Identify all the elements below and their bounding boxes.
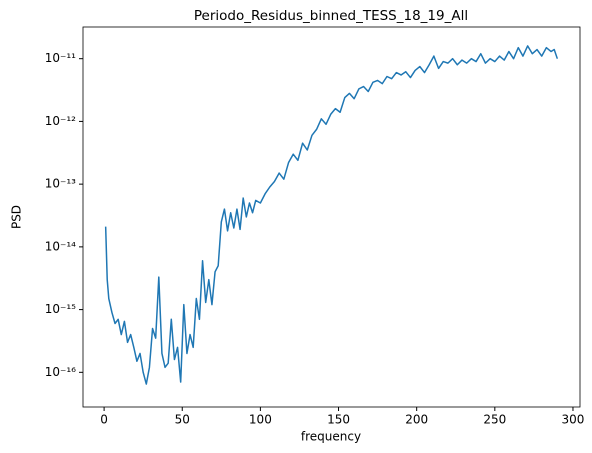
y-tick-label: 10⁻¹¹ [45, 51, 76, 65]
x-tick-label: 100 [249, 413, 272, 427]
x-axis-label: frequency [301, 430, 361, 444]
x-tick-label: 50 [175, 413, 190, 427]
y-axis-label: PSD [10, 205, 24, 229]
data-line [104, 45, 559, 385]
chart-title: Periodo_Residus_binned_TESS_18_19_All [194, 8, 468, 24]
y-tick-label: 10⁻¹⁵ [45, 302, 76, 316]
y-tick-label: 10⁻¹² [45, 114, 76, 128]
plot-frame [82, 26, 581, 408]
x-tick-label: 200 [405, 413, 428, 427]
x-tick-label: 300 [562, 413, 585, 427]
y-tick-label: 10⁻¹⁴ [45, 239, 76, 253]
x-tick-label: 0 [100, 413, 108, 427]
x-tick-label: 150 [327, 413, 350, 427]
y-tick-label: 10⁻¹³ [45, 177, 76, 191]
y-tick-label: 10⁻¹⁶ [45, 365, 76, 379]
x-tick-label: 250 [483, 413, 506, 427]
